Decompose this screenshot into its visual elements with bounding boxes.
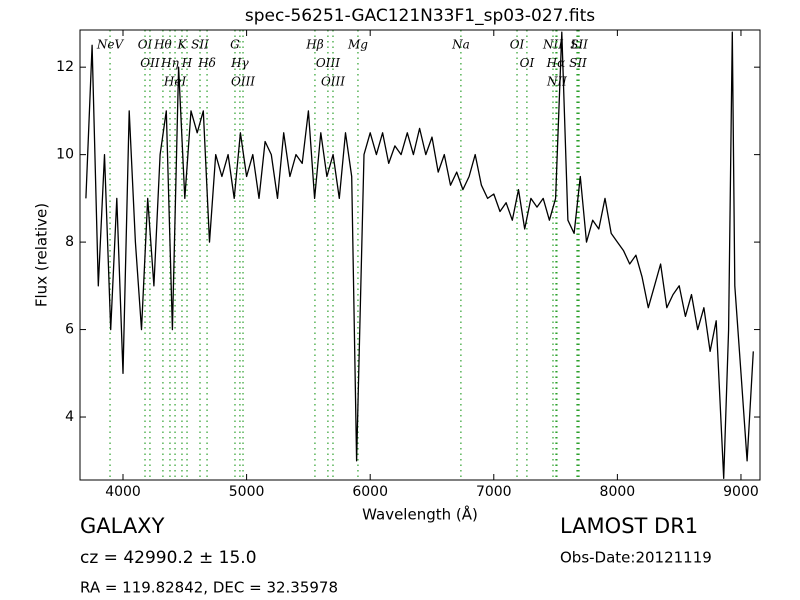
y-tick-label: 6	[65, 322, 74, 338]
x-tick-label: 4000	[105, 484, 141, 500]
spectral-line-label: Hβ	[305, 38, 323, 52]
spectral-line-label: NeV	[96, 38, 125, 52]
object-type: GALAXY	[80, 514, 165, 538]
spectral-line-label: Hθ	[153, 38, 172, 52]
y-tick-label: 10	[56, 147, 74, 163]
x-tick-label: 9000	[723, 484, 759, 500]
y-tick-label: 4	[65, 409, 74, 425]
x-tick-label: 7000	[476, 484, 512, 500]
spectral-line-label: Hδ	[197, 56, 216, 70]
coordinates: RA = 119.82842, DEC = 32.35978	[80, 579, 338, 597]
spectral-line-label: Hγ	[230, 56, 249, 70]
spectral-line-label: K	[176, 38, 187, 52]
spectral-line-label: OI	[510, 38, 525, 52]
x-axis-label: Wavelength (Å)	[362, 505, 478, 524]
spectral-line-label: Na	[451, 38, 470, 52]
spectral-line-label: NII	[546, 75, 567, 89]
spectrum-line	[85, 31, 754, 479]
y-axis-label: Flux (relative)	[33, 203, 51, 307]
spectral-line-label: H	[181, 56, 193, 70]
spectral-line-label: OIII	[231, 75, 255, 89]
y-tick-label: 8	[65, 234, 74, 250]
redshift: cz = 42990.2 ± 15.0	[80, 548, 257, 568]
spectral-line-label: SII	[570, 38, 588, 52]
spectral-line-label: SII	[191, 38, 209, 52]
spectral-line-label: Li	[570, 38, 583, 52]
x-tick-label: 5000	[229, 484, 265, 500]
x-tick-label: 8000	[600, 484, 636, 500]
spectral-line-label: G	[230, 38, 240, 52]
chart-title: spec-56251-GAC121N33F1_sp03-027.fits	[245, 6, 595, 26]
spectral-line-label: OI	[138, 38, 153, 52]
y-tick-label: 12	[56, 59, 74, 75]
spectral-line-label: HeI	[163, 75, 187, 89]
spectral-line-label: SII	[569, 56, 587, 70]
obs-date: Obs-Date:20121119	[560, 549, 712, 567]
spectral-line-label: OIII	[321, 75, 345, 89]
plot-frame	[79, 29, 761, 481]
spectral-line-label: OI	[520, 56, 535, 70]
x-tick-label: 6000	[352, 484, 388, 500]
spectral-line-label: Mg	[347, 38, 368, 52]
survey: LAMOST DR1	[560, 514, 698, 538]
spectral-line-label: OIII	[316, 56, 340, 70]
spectral-line-label: OII	[140, 56, 160, 70]
spectral-line-label: NII	[542, 38, 563, 52]
spectral-line-label: Hη	[160, 56, 179, 70]
